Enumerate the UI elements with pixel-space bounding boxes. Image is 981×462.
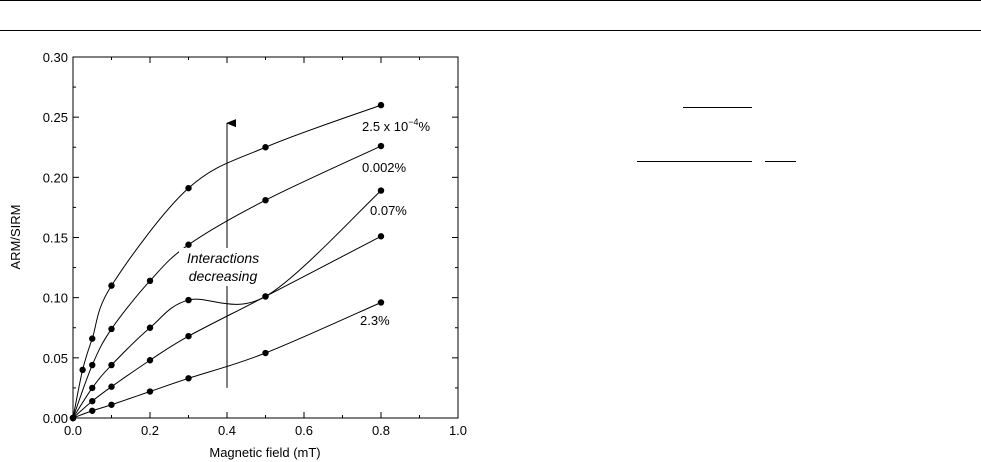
x-tick-label: 0.2: [141, 423, 159, 438]
data-point: [185, 375, 192, 382]
x-tick-label: 0.8: [372, 423, 390, 438]
series-points: [69, 101, 385, 422]
data-point: [146, 357, 154, 364]
y-tick-label: 0.00: [43, 411, 68, 426]
formula-fraction-bar: [637, 161, 752, 162]
data-point: [185, 241, 192, 248]
x-tick-label: 0.0: [64, 423, 82, 438]
y-tick-label: 0.05: [43, 351, 68, 366]
y-axis-ticks: 0.00 0.05 0.10 0.15 0.20 0.25 0.30: [43, 50, 458, 426]
data-point: [89, 384, 96, 392]
header-rule: [0, 30, 981, 31]
x-tick-label: 0.4: [218, 423, 236, 438]
data-point: [108, 361, 115, 369]
annotation-line-1: Interactions: [187, 250, 259, 266]
x-tick-label: 0.6: [295, 423, 313, 438]
data-point: [89, 361, 96, 369]
x-axis-ticks: 0.0 0.2 0.4 0.6 0.8 1.0: [64, 57, 467, 438]
y-tick-label: 0.15: [43, 231, 68, 246]
series-labels: 2.5 x 10−4% 0.002% 0.07% 2.3%: [360, 117, 431, 328]
annotation-backing: [179, 248, 273, 286]
y-tick-label: 0.10: [43, 291, 68, 306]
data-point: [262, 349, 269, 357]
data-point: [108, 383, 115, 390]
plot-frame: [72, 56, 459, 419]
data-point: [146, 388, 154, 395]
data-point: [146, 324, 154, 331]
formula-fraction-bar: [765, 161, 796, 162]
data-point: [108, 325, 115, 333]
data-point: [377, 142, 385, 150]
data-point: [79, 366, 86, 374]
data-point: [262, 144, 269, 151]
data-point: [262, 196, 269, 204]
formula-fraction-bar: [683, 107, 752, 108]
data-point: [108, 282, 115, 289]
series-label: 2.5 x 10−4%: [362, 117, 431, 134]
data-point: [377, 233, 385, 240]
data-point: [377, 101, 385, 109]
y-tick-label: 0.20: [43, 170, 68, 185]
x-tick-label: 1.0: [449, 423, 467, 438]
data-point: [185, 332, 192, 340]
data-point: [108, 401, 115, 408]
data-point: [185, 184, 192, 192]
data-point: [262, 293, 269, 300]
series-label: 0.002%: [362, 160, 407, 175]
y-tick-label: 0.25: [43, 110, 68, 125]
series-label: 2.3%: [360, 313, 390, 328]
data-point: [146, 277, 154, 285]
data-point: [89, 335, 96, 342]
series-label: 0.07%: [370, 203, 407, 218]
data-point: [377, 299, 385, 306]
data-point: [89, 397, 96, 405]
y-tick-label: 0.30: [43, 50, 68, 65]
data-point: [89, 407, 96, 414]
data-point: [377, 187, 385, 194]
y-axis-label: ARM/SIRM: [8, 205, 23, 270]
x-axis-label: Magnetic field (mT): [209, 445, 320, 460]
data-point: [185, 296, 192, 304]
top-rule: [0, 0, 981, 1]
data-point: [69, 414, 77, 422]
annotation-line-2: decreasing: [189, 268, 258, 284]
